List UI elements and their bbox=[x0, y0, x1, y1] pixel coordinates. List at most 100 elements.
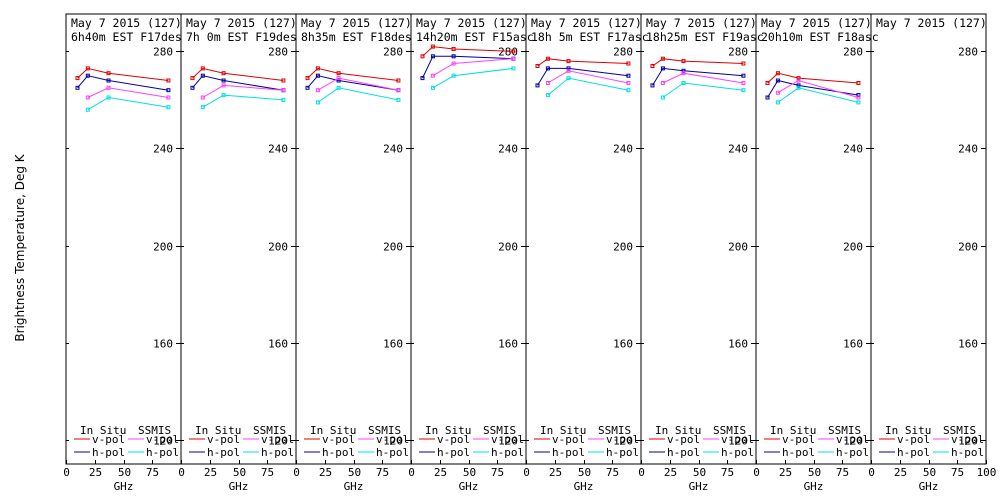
x-tick-label: 50 bbox=[578, 466, 591, 479]
panel-time: 7h 0m EST F19des bbox=[186, 30, 297, 44]
panel-6: May 7 2015 (127)18h25m EST F19asc 120 160 2… bbox=[638, 13, 764, 493]
series-line bbox=[202, 84, 284, 98]
data-point bbox=[451, 47, 456, 51]
y-tick-label: 200 bbox=[383, 241, 403, 254]
panel-date: May 7 2015 (127) bbox=[876, 16, 987, 30]
series-in-situ-v-pol bbox=[190, 66, 286, 83]
x-tick-label: 0 bbox=[868, 466, 875, 479]
series-in-situ-v-pol bbox=[650, 56, 746, 68]
legend-label-insitu-h-pol: h-pol bbox=[897, 446, 930, 459]
series-line bbox=[652, 58, 744, 67]
legend-label-insitu-h-pol: h-pol bbox=[207, 446, 240, 459]
data-point bbox=[545, 56, 550, 61]
legend-label-insitu-h-pol: h-pol bbox=[667, 446, 700, 459]
data-point bbox=[430, 54, 435, 59]
series-line bbox=[432, 58, 514, 77]
data-point bbox=[85, 66, 90, 71]
series-ssmis-v-pol bbox=[775, 78, 861, 100]
x-tick-label: 75 bbox=[376, 466, 389, 479]
y-tick-label: 240 bbox=[498, 143, 518, 156]
legend-label-ssmis-h-pol: h-pol bbox=[491, 446, 524, 459]
legend-label-insitu-h-pol: h-pol bbox=[552, 446, 585, 459]
data-point bbox=[106, 85, 111, 90]
x-axis-label: GHz bbox=[919, 480, 939, 493]
data-point bbox=[741, 61, 746, 66]
x-axis-label: GHz bbox=[574, 480, 594, 493]
x-tick-label: 25 bbox=[204, 466, 217, 479]
data-point bbox=[106, 71, 111, 76]
series-in-situ-v-pol bbox=[75, 66, 171, 83]
series-ssmis-h-pol bbox=[85, 95, 171, 112]
y-tick-label: 280 bbox=[958, 46, 978, 59]
legend-label-insitu-v-pol: v-pol bbox=[322, 433, 355, 446]
x-axis-label: GHz bbox=[114, 480, 134, 493]
data-point bbox=[545, 81, 550, 85]
data-point bbox=[85, 107, 90, 112]
series-line bbox=[652, 67, 744, 86]
y-tick-label: 160 bbox=[843, 338, 863, 351]
y-tick-label: 240 bbox=[268, 143, 288, 156]
y-tick-label: 120 bbox=[268, 435, 288, 448]
series-line bbox=[192, 75, 284, 91]
legend-label-ssmis-h-pol: h-pol bbox=[836, 446, 869, 459]
data-point bbox=[281, 88, 286, 93]
data-point bbox=[535, 83, 540, 88]
x-tick-label: 50 bbox=[808, 466, 821, 479]
x-axis-label: GHz bbox=[804, 480, 824, 493]
legend-header-insitu: In Situ bbox=[540, 424, 586, 437]
data-point bbox=[221, 71, 226, 76]
y-tick-label: 160 bbox=[613, 338, 633, 351]
x-tick-label: 50 bbox=[118, 466, 131, 479]
data-point bbox=[315, 66, 320, 71]
series-line bbox=[87, 96, 169, 111]
y-tick-label: 280 bbox=[728, 46, 748, 59]
legend-header-insitu: In Situ bbox=[80, 424, 126, 437]
data-point bbox=[336, 85, 341, 90]
legend-label-ssmis-h-pol: h-pol bbox=[606, 446, 639, 459]
data-point bbox=[336, 76, 341, 81]
legend-label-insitu-v-pol: v-pol bbox=[207, 433, 240, 446]
data-point bbox=[765, 81, 770, 85]
legend-header-insitu: In Situ bbox=[310, 424, 356, 437]
series-line bbox=[432, 67, 514, 89]
legend-label-insitu-v-pol: v-pol bbox=[437, 433, 470, 446]
legend-label-ssmis-h-pol: h-pol bbox=[951, 446, 984, 459]
y-tick-label: 200 bbox=[958, 241, 978, 254]
y-tick-label: 160 bbox=[383, 338, 403, 351]
series-ssmis-v-pol bbox=[545, 68, 631, 85]
y-tick-label: 200 bbox=[843, 241, 863, 254]
series-in-situ-h-pol bbox=[75, 73, 171, 93]
series-line bbox=[317, 77, 399, 91]
series-line bbox=[422, 55, 514, 79]
legend-header-ssmis: SSMIS bbox=[483, 424, 516, 437]
data-point bbox=[566, 68, 571, 73]
y-tick-label: 120 bbox=[498, 435, 518, 448]
legend-label-ssmis-v-pol: v-pol bbox=[606, 433, 639, 446]
panel-date: May 7 2015 (127) bbox=[531, 16, 642, 30]
panel-date: May 7 2015 (127) bbox=[301, 16, 412, 30]
data-point bbox=[281, 97, 286, 102]
y-tick-label: 160 bbox=[153, 338, 173, 351]
series-in-situ-h-pol bbox=[765, 78, 861, 100]
series-in-situ-v-pol bbox=[420, 44, 516, 59]
data-point bbox=[796, 83, 801, 88]
data-point bbox=[566, 66, 571, 71]
series-line bbox=[662, 82, 744, 98]
data-point bbox=[856, 93, 861, 98]
x-tick-label: 25 bbox=[894, 466, 907, 479]
data-point bbox=[200, 66, 205, 71]
data-point bbox=[660, 56, 665, 61]
series-line bbox=[307, 67, 399, 81]
data-point bbox=[626, 81, 631, 85]
y-tick-label: 120 bbox=[958, 435, 978, 448]
y-tick-label: 160 bbox=[268, 338, 288, 351]
legend-header-insitu: In Situ bbox=[655, 424, 701, 437]
data-point bbox=[106, 78, 111, 83]
data-point bbox=[221, 93, 226, 98]
panel-4: May 7 2015 (127)14h20m EST F15asc 120 160 2… bbox=[408, 13, 534, 493]
x-tick-label: 75 bbox=[721, 466, 734, 479]
data-point bbox=[796, 76, 801, 81]
series-ssmis-h-pol bbox=[430, 66, 516, 90]
legend-header-ssmis: SSMIS bbox=[598, 424, 631, 437]
panel-date: May 7 2015 (127) bbox=[416, 16, 527, 30]
